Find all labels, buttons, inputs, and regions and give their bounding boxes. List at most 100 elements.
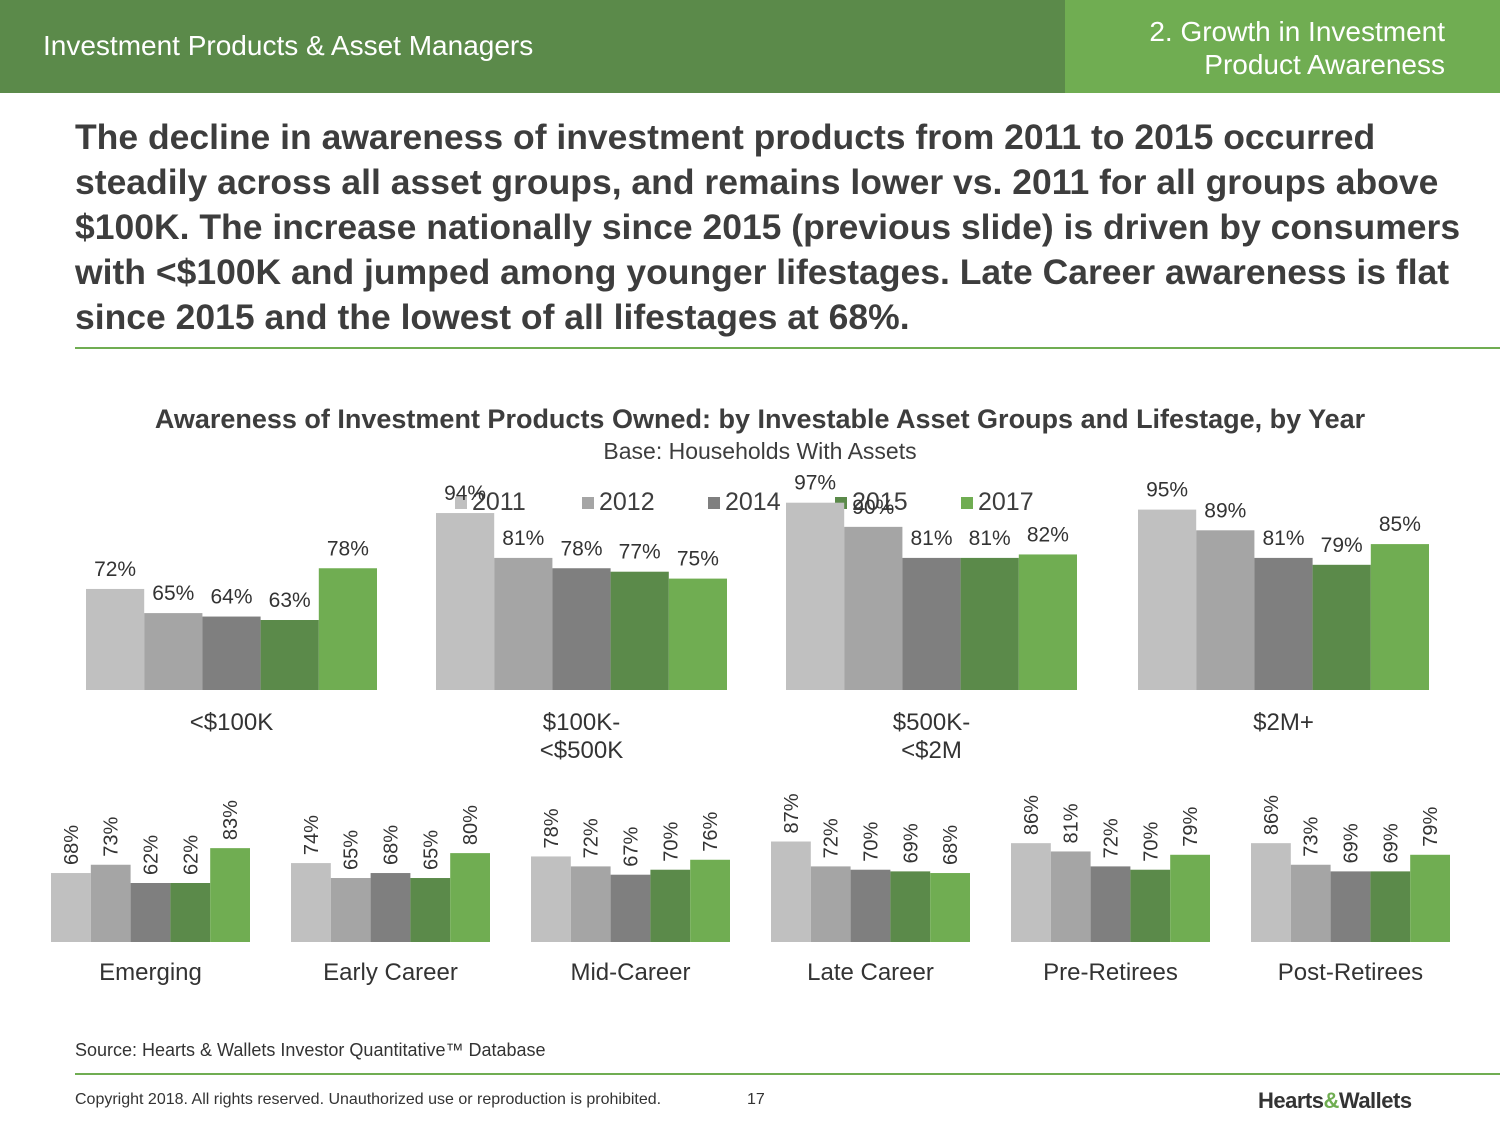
bar-pre-retirees-2017	[1170, 854, 1210, 942]
data-label-mid-career-2017: 76%	[700, 812, 722, 852]
bar-late-career-2017	[930, 873, 970, 942]
data-label-emerging-2015: 62%	[180, 835, 202, 875]
bar-mid-career-2017	[690, 859, 730, 942]
legend-item-2017: 2017	[961, 488, 1034, 517]
data-label-mid-career-2015: 70%	[660, 821, 682, 861]
headline: The decline in awareness of investment p…	[75, 117, 1461, 337]
footer-divider	[75, 1073, 1500, 1075]
bar-2m-2014	[1254, 557, 1313, 690]
data-label-2m-2017: 85%	[1379, 513, 1421, 536]
data-label-100k-500k-2014: 78%	[560, 537, 602, 560]
category-label-100k-500k: $100K-	[543, 709, 620, 736]
bar-pre-retirees-2015	[1130, 869, 1171, 942]
bar-emerging-2011	[51, 873, 91, 942]
bar-100k-500k-2011	[436, 513, 495, 690]
copyright-notice: Copyright 2018. All rights reserved. Una…	[75, 1091, 662, 1108]
category-label-late-career: Late Career	[807, 959, 934, 986]
bar-2m-2012	[1196, 530, 1255, 690]
bar-100k-500k-2012	[494, 557, 553, 690]
bar-2m-2011	[1138, 509, 1197, 690]
bar-2m-2015	[1312, 564, 1371, 690]
data-label-late-career-2014: 70%	[861, 821, 883, 861]
legend-label: 2011	[472, 488, 526, 516]
legend-item-2012: 2012	[582, 488, 655, 517]
bar-100k-500k-2017	[668, 578, 727, 690]
bar-mid-career-2012	[570, 866, 611, 942]
bar-100k-500k-2015	[610, 571, 669, 690]
slide-title-line2: Product Awareness	[1204, 49, 1445, 80]
data-label-500k-2m-2014: 81%	[910, 527, 952, 550]
data-label-pre-retirees-2014: 72%	[1101, 818, 1123, 858]
bar-2m-2017	[1370, 544, 1429, 690]
bar-post-retirees-2017	[1410, 854, 1450, 942]
data-label-post-retirees-2017: 79%	[1420, 807, 1442, 847]
bar-mid-career-2015	[650, 869, 691, 942]
bar-emerging-2012	[90, 864, 131, 942]
category-label-mid-career: Mid-Career	[570, 959, 690, 986]
bar-late-career-2012	[810, 866, 851, 942]
legend-swatch	[455, 497, 467, 509]
bar-early-career-2017	[450, 853, 490, 942]
data-label-100k-2012: 65%	[152, 582, 194, 605]
bar-late-career-2014	[850, 869, 891, 942]
bar-pre-retirees-2012	[1050, 851, 1091, 942]
bar-late-career-2011	[771, 841, 811, 942]
logo-part: Wallets	[1338, 1088, 1412, 1113]
bar-100k-2011	[86, 588, 145, 690]
category-label-pre-retirees: Pre-Retirees	[1043, 959, 1178, 986]
bar-100k-2014	[202, 616, 261, 690]
bar-post-retirees-2014	[1330, 871, 1371, 942]
data-label-emerging-2012: 73%	[101, 816, 123, 856]
data-label-100k-2015: 63%	[269, 589, 311, 612]
slide-title-line1: 2. Growth in Investment	[1149, 16, 1445, 47]
data-label-100k-2014: 64%	[210, 586, 252, 609]
data-label-emerging-2011: 68%	[61, 825, 83, 865]
chart-title: Awareness of Investment Products Owned: …	[154, 404, 1366, 434]
bar-500k-2m-2015	[960, 557, 1019, 690]
category-label-500k-2m: $500K-	[893, 709, 970, 736]
category-label-post-retirees: Post-Retirees	[1278, 959, 1423, 986]
header-bar-left: Investment Products & Asset Managers	[0, 0, 1065, 93]
data-label-pre-retirees-2012: 81%	[1061, 803, 1083, 843]
legend-swatch	[708, 497, 720, 509]
bar-500k-2m-2012	[844, 526, 903, 690]
bar-early-career-2014	[370, 873, 411, 942]
data-label-mid-career-2014: 67%	[621, 826, 643, 866]
data-label-pre-retirees-2015: 70%	[1140, 821, 1162, 861]
category-label-500k-2m: <$2M	[901, 737, 962, 764]
bar-100k-2015	[260, 620, 319, 690]
bar-mid-career-2014	[610, 874, 651, 942]
legend-swatch	[961, 497, 973, 509]
data-label-2m-2011: 95%	[1146, 479, 1188, 502]
bar-emerging-2014	[130, 883, 171, 942]
bar-early-career-2012	[330, 878, 371, 942]
source-note: Source: Hearts & Wallets Investor Quanti…	[75, 1040, 546, 1060]
bar-100k-2012	[144, 613, 203, 690]
bar-500k-2m-2014	[902, 557, 961, 690]
logo-part: Hearts	[1258, 1088, 1324, 1113]
bar-500k-2m-2011	[786, 502, 845, 690]
data-label-pre-retirees-2011: 86%	[1021, 795, 1043, 835]
data-label-mid-career-2012: 72%	[581, 818, 603, 858]
legend-item-2011: 2011	[455, 488, 526, 517]
data-label-500k-2m-2011: 97%	[794, 472, 836, 495]
legend-label: 2015	[852, 488, 908, 516]
bar-post-retirees-2011	[1251, 843, 1291, 942]
bar-100k-500k-2014	[552, 568, 611, 690]
bar-100k-2017	[318, 568, 377, 690]
data-label-100k-500k-2012: 81%	[502, 527, 544, 550]
hearts-wallets-logo: Hearts&Wallets	[1258, 1088, 1412, 1114]
data-label-100k-2011: 72%	[94, 558, 136, 581]
data-label-early-career-2012: 65%	[341, 830, 363, 870]
bar-early-career-2011	[291, 863, 331, 942]
data-label-100k-500k-2011: 94%	[444, 482, 486, 505]
data-label-2m-2014: 81%	[1262, 527, 1304, 550]
data-label-100k-500k-2017: 75%	[677, 548, 719, 571]
data-label-post-retirees-2015: 69%	[1380, 823, 1402, 863]
data-label-500k-2m-2015: 81%	[969, 527, 1011, 550]
bar-emerging-2015	[170, 883, 211, 942]
category-label-100k-500k: <$500K	[540, 737, 623, 764]
data-label-pre-retirees-2017: 79%	[1180, 807, 1202, 847]
data-label-post-retirees-2014: 69%	[1341, 823, 1363, 863]
